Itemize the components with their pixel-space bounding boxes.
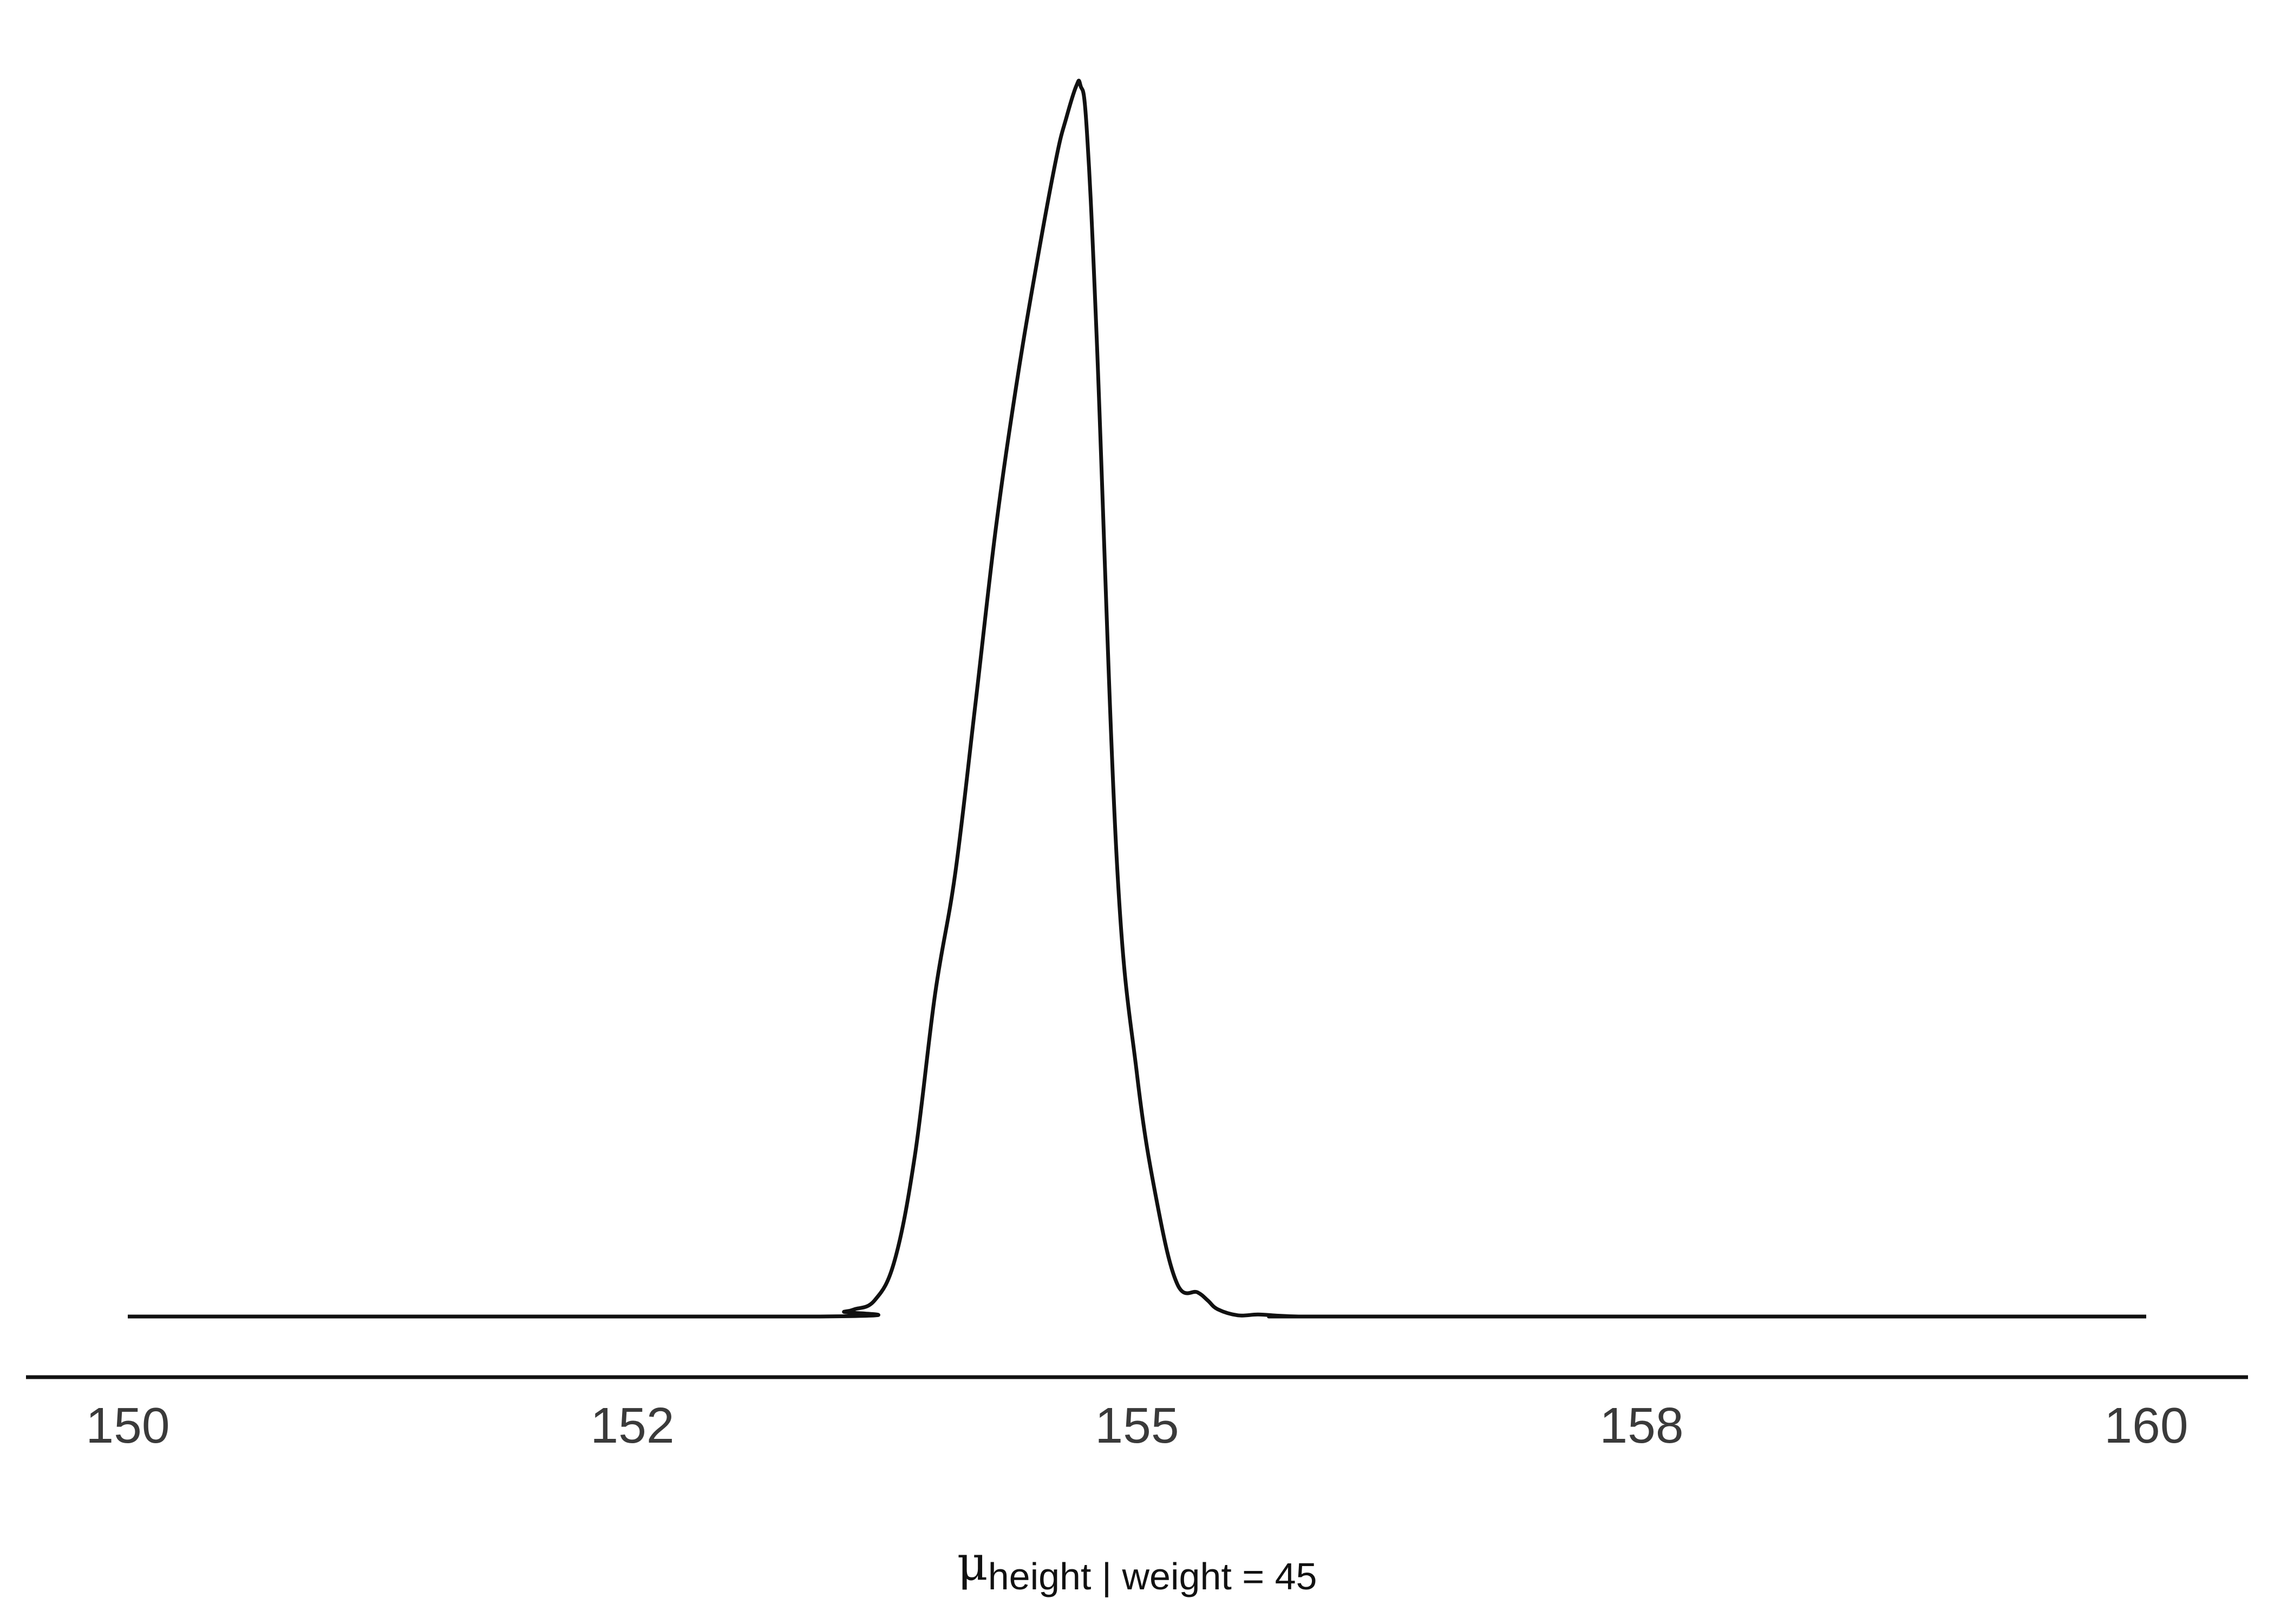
x-axis: 150 152 155 158 160 (26, 1375, 2248, 1453)
x-axis-label-symbol: μ (957, 1535, 988, 1591)
x-axis-label: μheight | weight = 45 (957, 1535, 1317, 1597)
x-tick-label: 155 (1095, 1397, 1179, 1453)
x-tick-label: 160 (2104, 1397, 2188, 1453)
density-curve (127, 78, 2146, 1319)
x-axis-label-subscript: height | weight = 45 (988, 1555, 1317, 1597)
plot-area (127, 78, 2146, 1319)
x-tick-label: 150 (86, 1397, 169, 1453)
x-tick-label: 152 (590, 1397, 674, 1453)
x-tick-label: 158 (1599, 1397, 1683, 1453)
